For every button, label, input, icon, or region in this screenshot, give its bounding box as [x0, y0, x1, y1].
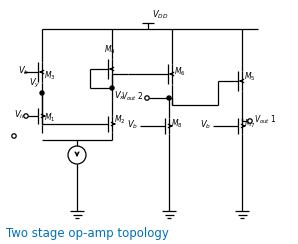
- Text: $V_x$: $V_x$: [114, 90, 125, 102]
- Text: $M_2$: $M_2$: [114, 114, 125, 126]
- Text: $V_y$: $V_y$: [29, 77, 40, 90]
- Text: $V_b$: $V_b$: [18, 65, 29, 77]
- Text: $V_b$: $V_b$: [200, 119, 211, 131]
- Text: $M_7$: $M_7$: [244, 118, 256, 130]
- Circle shape: [248, 119, 252, 123]
- Text: $V_{out}$ 1: $V_{out}$ 1: [254, 114, 277, 126]
- Circle shape: [12, 134, 16, 138]
- Text: $M_1$: $M_1$: [44, 112, 55, 124]
- Text: $M_3$: $M_3$: [44, 70, 56, 82]
- Text: $M_5$: $M_5$: [244, 71, 255, 83]
- Text: $M_6$: $M_6$: [174, 66, 186, 78]
- Text: Two stage op-amp topology: Two stage op-amp topology: [6, 227, 169, 241]
- Circle shape: [24, 114, 28, 118]
- Circle shape: [145, 96, 149, 100]
- Text: $V_{in}$: $V_{in}$: [14, 109, 27, 121]
- Circle shape: [110, 86, 114, 90]
- Text: $M_4$: $M_4$: [104, 43, 116, 56]
- Text: $V_b$: $V_b$: [127, 119, 138, 131]
- Circle shape: [40, 91, 44, 95]
- Text: $M_8$: $M_8$: [171, 118, 183, 130]
- Text: $V_{DD}$: $V_{DD}$: [152, 9, 168, 21]
- Circle shape: [167, 96, 171, 100]
- Text: $V_{out}$ 2: $V_{out}$ 2: [121, 91, 144, 103]
